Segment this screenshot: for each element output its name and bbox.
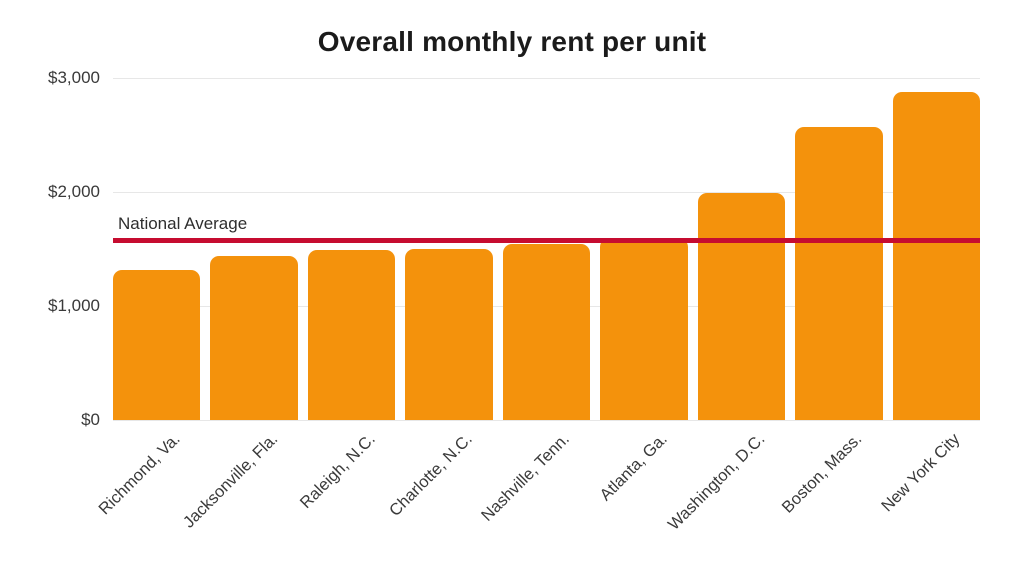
bar [307, 250, 396, 420]
bar [600, 238, 688, 420]
chart-title: Overall monthly rent per unit [317, 26, 707, 57]
x-axis-label: Charlotte, N.C. [385, 430, 476, 520]
x-axis-label: Raleigh, N.C. [296, 430, 379, 513]
plot-area: National Average [113, 78, 980, 421]
x-axis-label: Richmond, Va. [95, 430, 184, 519]
y-axis-tick-label: $0 [81, 410, 100, 429]
y-axis: $0 $1,000 $2,000 $3,000 [0, 68, 100, 429]
x-axis-label: Boston, Mass. [778, 430, 866, 517]
x-axis-label: Atlanta, Ga. [596, 430, 671, 505]
bar [795, 127, 883, 420]
bar [113, 270, 201, 420]
bar [697, 193, 786, 420]
x-axis-label: Washington, D.C. [664, 430, 769, 534]
x-axis-label: New York City [877, 430, 964, 516]
y-axis-tick-label: $1,000 [48, 296, 100, 315]
bar [210, 256, 298, 420]
national-average-line [113, 237, 980, 243]
gridline [113, 78, 980, 79]
bar [405, 249, 493, 420]
bars-group [113, 78, 980, 420]
y-axis-tick-label: $2,000 [48, 182, 100, 201]
gridline [113, 192, 980, 193]
bar [892, 92, 980, 420]
y-axis-tick-label: $3,000 [48, 68, 100, 87]
national-average-label: National Average [118, 214, 248, 234]
bar [502, 244, 591, 420]
gridline [113, 420, 980, 421]
x-axis-label: Nashville, Tenn. [478, 430, 574, 525]
x-axis-label: Jacksonville, Fla. [179, 430, 281, 532]
